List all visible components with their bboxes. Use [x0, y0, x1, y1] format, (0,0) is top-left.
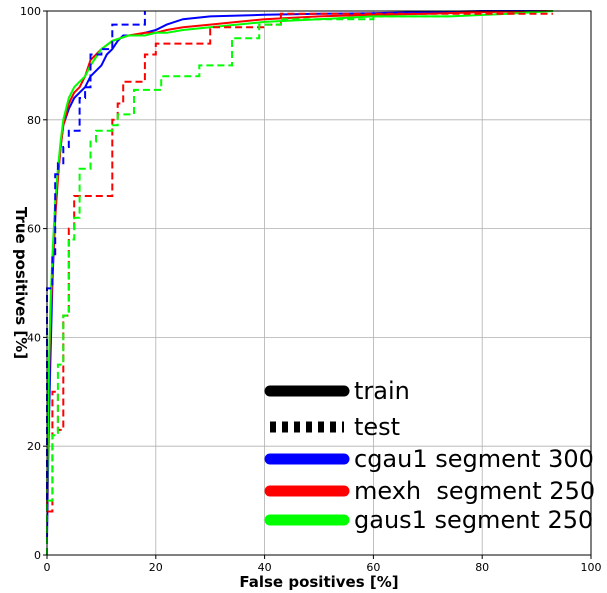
legend: train test cgau1 segment 300 mexh segment 2… [264, 377, 595, 534]
x-tick-label: 20 [149, 561, 163, 574]
x-tick-label: 100 [581, 561, 602, 574]
y-tick-label: 20 [27, 440, 41, 453]
y-tick-label: 100 [20, 5, 41, 18]
x-tick-label: 40 [258, 561, 272, 574]
legend-label-3: mexh segment 250 [354, 477, 595, 505]
x-tick-label: 60 [366, 561, 380, 574]
y-axis-label: True positives [%] [12, 207, 30, 359]
legend-label-2: cgau1 segment 300 [354, 445, 594, 473]
series-layer [46, 10, 553, 555]
series-line-2 [46, 10, 553, 501]
series-line-4 [46, 12, 553, 555]
legend-label-4: gaus1 segment 250 [354, 506, 593, 534]
series-line-3 [46, 11, 146, 555]
y-tick-label: 60 [27, 223, 41, 236]
y-tick-label: 0 [34, 549, 41, 562]
ticks: 0 20 40 60 80 100 0 20 40 60 80 100 [20, 5, 602, 574]
x-tick-label: 80 [475, 561, 489, 574]
plot-frame [46, 10, 592, 556]
x-axis-label: False positives [%] [239, 573, 398, 591]
y-tick-label: 80 [27, 114, 41, 127]
legend-label-1: test [354, 413, 400, 441]
grid [46, 10, 592, 556]
x-tick-label: 0 [44, 561, 51, 574]
series-line-5 [46, 15, 450, 555]
y-tick-label: 40 [27, 331, 41, 344]
legend-label-0: train [354, 377, 410, 405]
